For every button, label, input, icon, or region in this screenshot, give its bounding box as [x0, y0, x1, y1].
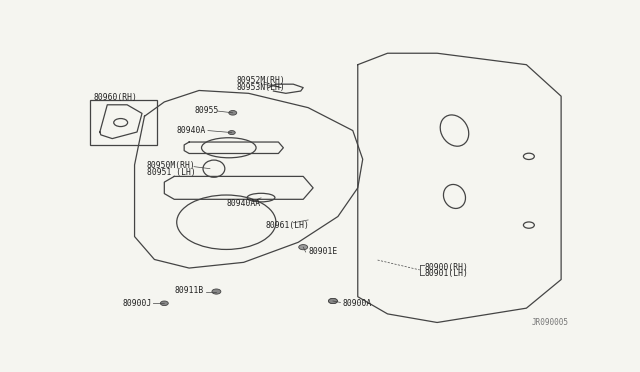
Circle shape	[328, 298, 337, 304]
Circle shape	[299, 244, 308, 250]
Circle shape	[212, 289, 221, 294]
Text: 80952M(RH): 80952M(RH)	[236, 76, 285, 85]
Text: 80950M(RH): 80950M(RH)	[147, 161, 196, 170]
Text: 80940AA: 80940AA	[227, 199, 260, 208]
Text: 80960(RH): 80960(RH)	[94, 93, 138, 102]
Circle shape	[228, 131, 236, 135]
Text: 80900A: 80900A	[343, 299, 372, 308]
Text: 80961(LH): 80961(LH)	[266, 221, 310, 230]
Circle shape	[328, 298, 337, 304]
Text: 80953N(LH): 80953N(LH)	[236, 83, 285, 92]
Text: JR090005: JR090005	[532, 318, 568, 327]
Text: 80940A: 80940A	[177, 126, 206, 135]
Text: 80901(LH): 80901(LH)	[425, 269, 468, 278]
Circle shape	[229, 110, 237, 115]
Circle shape	[161, 301, 168, 305]
Text: 80951 (LH): 80951 (LH)	[147, 168, 196, 177]
Text: 80901E: 80901E	[308, 247, 337, 256]
Text: 80955: 80955	[194, 106, 218, 115]
Text: 80900(RH): 80900(RH)	[425, 263, 468, 272]
Bar	[90, 100, 157, 145]
Text: 80900J: 80900J	[122, 299, 152, 308]
Text: 80911B: 80911B	[174, 286, 204, 295]
